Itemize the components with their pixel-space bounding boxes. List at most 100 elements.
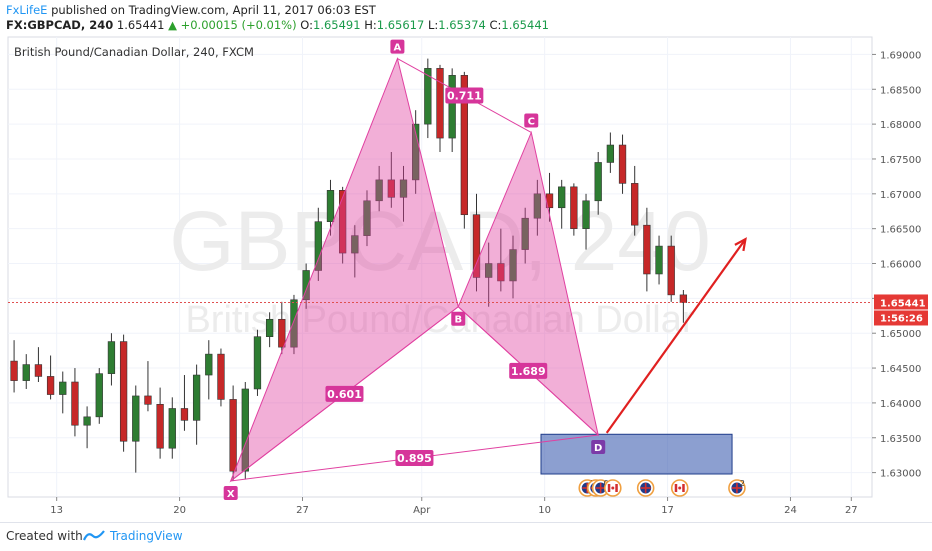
candle-body xyxy=(594,162,602,202)
arrow-shaft[interactable] xyxy=(605,238,747,434)
candle xyxy=(229,385,237,481)
x-tick-label: Apr xyxy=(413,505,431,516)
candle-body xyxy=(302,270,310,301)
candle-body xyxy=(570,186,578,229)
ratio-label[interactable]: 0.711 xyxy=(445,87,484,104)
ca-flag-icon[interactable] xyxy=(603,479,622,497)
current-price-badge[interactable] xyxy=(874,294,928,310)
tradingview-logo-icon[interactable] xyxy=(82,528,106,544)
close-value: 1.65441 xyxy=(501,18,549,32)
candle-body xyxy=(485,263,493,278)
candle xyxy=(497,228,505,292)
x-tick-label: 24 xyxy=(784,505,797,516)
y-tick-label: 1.68500 xyxy=(880,85,921,96)
candle xyxy=(363,190,371,247)
candle-body xyxy=(326,190,335,222)
candle xyxy=(83,406,91,449)
time-axis[interactable]: 13 20 27 Apr 10 17 24 27 xyxy=(50,497,858,516)
target-zone[interactable] xyxy=(540,433,733,475)
point-label[interactable]: C xyxy=(524,113,539,128)
projection-arrow[interactable] xyxy=(605,237,747,434)
tradingview-brand[interactable]: TradingView xyxy=(110,529,183,543)
ratio-label[interactable]: 0.895 xyxy=(395,449,434,466)
ratio-badge[interactable] xyxy=(395,449,434,466)
price-chart[interactable]: GBPCAD, 240 British Pound/Canadian Dolla… xyxy=(0,0,932,522)
candle-body xyxy=(22,364,30,381)
point-badge[interactable] xyxy=(524,113,539,128)
candle-body xyxy=(448,75,456,139)
ratio-badge[interactable] xyxy=(509,362,548,379)
candle xyxy=(95,368,103,424)
target-zone-box[interactable] xyxy=(540,433,733,475)
candle-body xyxy=(168,408,176,449)
uk-flag-icon[interactable]: 2 xyxy=(728,479,746,497)
candle xyxy=(558,179,566,229)
y-tick-label: 1.68000 xyxy=(880,120,921,131)
ohlc-bar: FX:GBPCAD, 240 1.65441 ▲ +0.00015 (+0.01… xyxy=(6,18,549,32)
candles xyxy=(10,58,688,481)
candle-body xyxy=(509,249,517,282)
candle xyxy=(399,165,408,222)
point-badge[interactable] xyxy=(451,311,466,326)
candle xyxy=(594,152,602,215)
candle xyxy=(679,290,688,323)
candle xyxy=(278,301,286,355)
candle xyxy=(205,340,213,400)
candle xyxy=(132,385,140,473)
uk-flag-icon[interactable] xyxy=(636,479,655,497)
candle xyxy=(144,361,152,412)
ca-flag-icon[interactable] xyxy=(670,479,689,497)
ratio-badge[interactable] xyxy=(445,87,484,104)
candle-body xyxy=(558,186,566,209)
point-badge[interactable] xyxy=(390,39,405,54)
candle-body xyxy=(582,200,590,229)
candle-body xyxy=(71,381,79,426)
candle-body xyxy=(412,123,420,181)
x-tick-label: 17 xyxy=(661,505,674,516)
candle xyxy=(436,64,444,152)
point-label[interactable]: B xyxy=(451,311,466,326)
point-label[interactable]: D xyxy=(591,439,606,454)
candle xyxy=(533,179,541,236)
flag-band-right xyxy=(615,484,618,492)
candle xyxy=(509,235,517,299)
ratio-text: 0.711 xyxy=(447,90,482,103)
candle xyxy=(22,354,30,389)
point-badge[interactable] xyxy=(223,485,238,500)
candle-body xyxy=(655,245,663,275)
harmonic-pattern[interactable]: 0.711 0.601 1.689 0.895 X A B C D xyxy=(223,39,606,500)
flag-band-left xyxy=(607,484,611,492)
arrow-head-icon[interactable] xyxy=(734,237,747,252)
y-tick-label: 1.66000 xyxy=(880,260,921,271)
candle-body xyxy=(205,353,213,376)
candle-body xyxy=(497,263,505,282)
ratio-label[interactable]: 1.689 xyxy=(509,362,548,379)
point-badge[interactable] xyxy=(591,439,606,454)
price-axis[interactable]: 1.630001.635001.640001.645001.650001.655… xyxy=(8,50,928,480)
point-label[interactable]: X xyxy=(223,485,238,500)
candle-body xyxy=(229,399,237,472)
candle xyxy=(606,132,615,173)
high-value: 1.65617 xyxy=(376,18,425,32)
countdown-badge[interactable] xyxy=(874,310,928,326)
candle xyxy=(631,165,639,236)
event-markers[interactable]: 72052 xyxy=(578,479,746,497)
candle-body xyxy=(119,341,128,442)
flag-leaf xyxy=(678,486,682,490)
candle xyxy=(472,193,481,292)
candle-body xyxy=(290,299,298,348)
candle xyxy=(412,110,420,194)
ratio-badge[interactable] xyxy=(325,385,364,402)
candle xyxy=(119,334,128,452)
candle xyxy=(424,58,432,139)
ratio-label[interactable]: 0.601 xyxy=(325,385,364,402)
point-label[interactable]: A xyxy=(390,39,405,54)
up-arrow-icon: ▲ xyxy=(168,18,177,32)
candle-body xyxy=(314,221,322,271)
published-text: published on TradingView.com, April 11, … xyxy=(51,3,376,17)
candle xyxy=(570,183,578,236)
ratio-text: 0.895 xyxy=(397,452,432,465)
author-link[interactable]: FxLifeE xyxy=(6,3,48,17)
candle-body xyxy=(217,353,225,400)
candle xyxy=(521,207,529,264)
